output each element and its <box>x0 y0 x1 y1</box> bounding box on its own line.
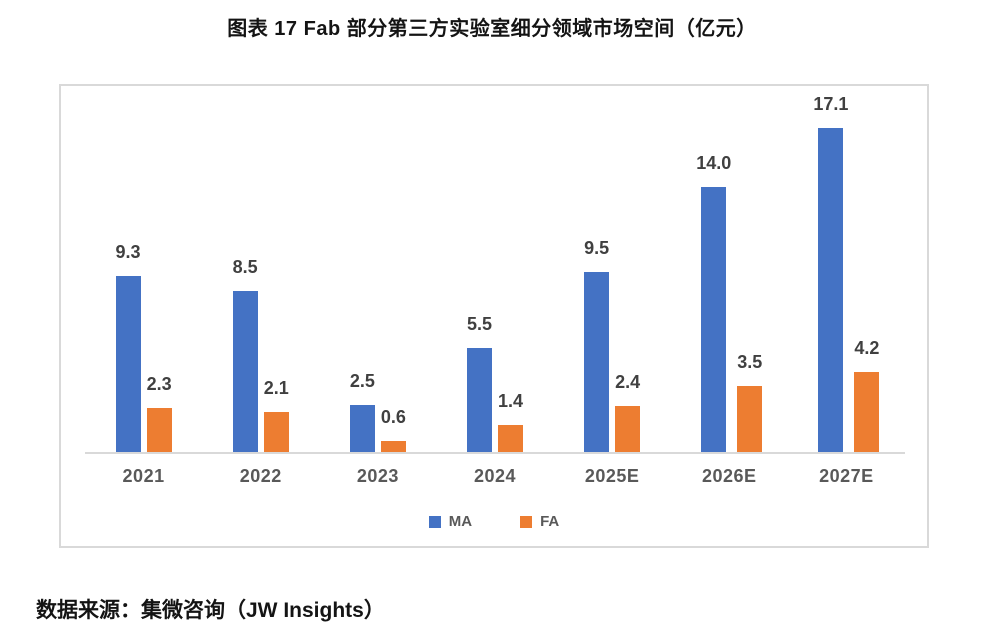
value-label: 1.4 <box>497 391 524 411</box>
value-label: 9.3 <box>115 242 141 262</box>
legend-item-ma: MA <box>428 513 473 530</box>
legend-swatch-icon <box>428 515 441 528</box>
chart-title: 图表 17 Fab 部分第三方实验室细分领域市场空间（亿元） <box>227 18 757 40</box>
x-axis-label: 2022 <box>239 466 282 486</box>
bar-column-fa: 2.4 <box>615 373 640 452</box>
bar-fa <box>737 386 763 452</box>
bar-column-ma: 14.0 <box>696 154 731 452</box>
value-label: 2.5 <box>349 371 375 391</box>
legend-label: MA <box>448 513 473 530</box>
bar-column-ma: 9.5 <box>584 239 609 452</box>
bar-column-ma: 2.5 <box>350 372 375 452</box>
value-label: 5.5 <box>466 314 492 334</box>
bar-column-fa: 3.5 <box>737 353 762 452</box>
bar-group: 5.5 1.4 <box>436 86 553 452</box>
legend-swatch-icon <box>520 515 533 528</box>
value-label: 3.5 <box>737 352 763 372</box>
value-label: 4.2 <box>854 338 880 358</box>
bar-column-ma: 17.1 <box>813 95 848 452</box>
bar-column-ma: 8.5 <box>233 258 258 452</box>
source-text: 数据来源：集微咨询（JW Insights） <box>36 599 385 622</box>
x-axis-label: 2027E <box>819 466 874 486</box>
bar-ma <box>349 405 375 452</box>
bar-group: 9.5 2.4 <box>554 86 671 452</box>
plot-area: 9.3 2.3 8.5 2.1 2.5 0.6 5.5 1.4 9.5 2.4 14.0 3.5 17.… <box>85 86 905 454</box>
x-axis-label: 2023 <box>356 466 399 486</box>
bar-fa <box>615 406 641 452</box>
legend: MA FA <box>61 513 927 530</box>
bar-group: 17.1 4.2 <box>788 86 905 452</box>
bar-fa <box>380 441 406 452</box>
bar-column-fa: 2.3 <box>147 375 172 452</box>
bar-fa <box>146 408 172 452</box>
x-axis-label: 2025E <box>584 466 640 486</box>
value-label: 2.3 <box>146 374 172 394</box>
bar-fa <box>498 425 523 452</box>
x-axis: 2021 2022 2023 2024 2025E 2026E 2027E <box>85 466 905 487</box>
bar-ma <box>701 187 727 452</box>
bar-group: 14.0 3.5 <box>671 86 788 452</box>
chart-area: 9.3 2.3 8.5 2.1 2.5 0.6 5.5 1.4 9.5 2.4 14.0 3.5 17.… <box>59 84 929 548</box>
bar-fa <box>263 412 289 452</box>
x-axis-label: 2021 <box>122 466 165 486</box>
value-label: 14.0 <box>696 153 732 173</box>
bar-column-fa: 1.4 <box>498 392 523 452</box>
bar-column-ma: 5.5 <box>467 315 492 452</box>
bar-ma <box>818 128 844 452</box>
x-axis-label: 2024 <box>473 466 517 486</box>
value-label: 0.6 <box>380 407 406 427</box>
bar-column-fa: 0.6 <box>381 408 406 452</box>
bar-ma <box>584 272 610 452</box>
bar-fa <box>854 372 880 452</box>
value-label: 9.5 <box>584 238 610 258</box>
value-label: 2.4 <box>615 372 641 392</box>
legend-label: FA <box>540 513 560 530</box>
legend-item-fa: FA <box>520 513 559 530</box>
bar-column-fa: 2.1 <box>264 379 289 452</box>
bar-group: 8.5 2.1 <box>202 86 319 452</box>
value-label: 17.1 <box>813 94 849 114</box>
value-label: 8.5 <box>232 257 258 277</box>
bar-column-ma: 9.3 <box>116 243 141 452</box>
bar-ma <box>232 291 258 452</box>
value-label: 2.1 <box>263 378 289 398</box>
x-axis-label: 2026E <box>701 466 757 486</box>
bar-group: 9.3 2.3 <box>85 86 202 452</box>
bar-ma <box>115 276 141 452</box>
bar-ma <box>466 348 492 452</box>
bar-column-fa: 4.2 <box>854 339 879 452</box>
bar-group: 2.5 0.6 <box>319 86 436 452</box>
